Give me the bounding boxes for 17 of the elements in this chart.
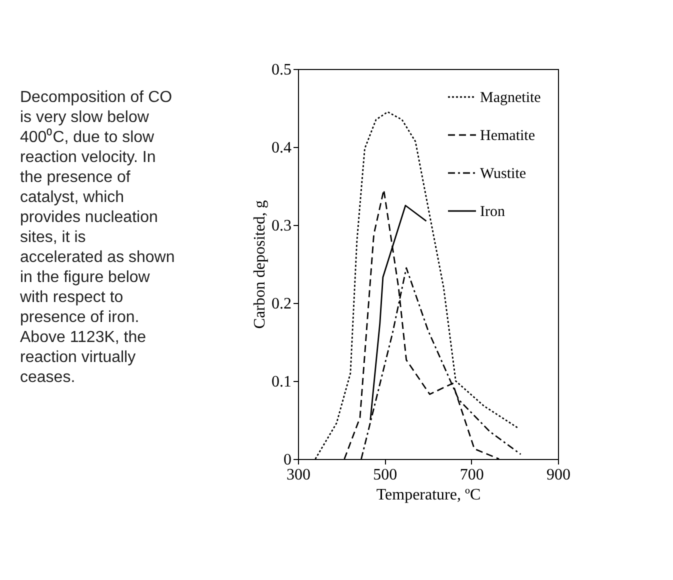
y-tick-label: 0.3	[272, 218, 292, 234]
text: Decomposition of CO is very slow below 400⁰C, due to slow reaction velocity. In the presence of catalyst, which provides nucleation sites, it is accelerated as shown in the figure below with respect to presence of iron. Above 1123K, the reaction virtually ceases.	[20, 89, 175, 386]
legend-label: Hematite	[480, 128, 536, 144]
x-axis-title: Temperature, ºC	[376, 486, 481, 504]
y-tick-label: 0.1	[272, 374, 292, 390]
y-tick-label: 0.2	[272, 296, 292, 312]
legend-label: Iron	[480, 204, 506, 220]
x-tick-label: 900	[546, 466, 570, 484]
x-tick-label: 500	[373, 466, 398, 484]
legend-label: Magnetite	[480, 90, 542, 106]
x-tick-label: 700	[460, 466, 484, 484]
y-tick-label: 0	[284, 452, 292, 468]
y-tick-label: 0.4	[272, 140, 292, 156]
y-axis-title: Carbon deposited, g	[252, 200, 268, 329]
legend-label: Wustite	[480, 166, 526, 182]
y-tick-label: 0.5	[272, 62, 292, 78]
x-tick-label: 300	[286, 466, 310, 484]
